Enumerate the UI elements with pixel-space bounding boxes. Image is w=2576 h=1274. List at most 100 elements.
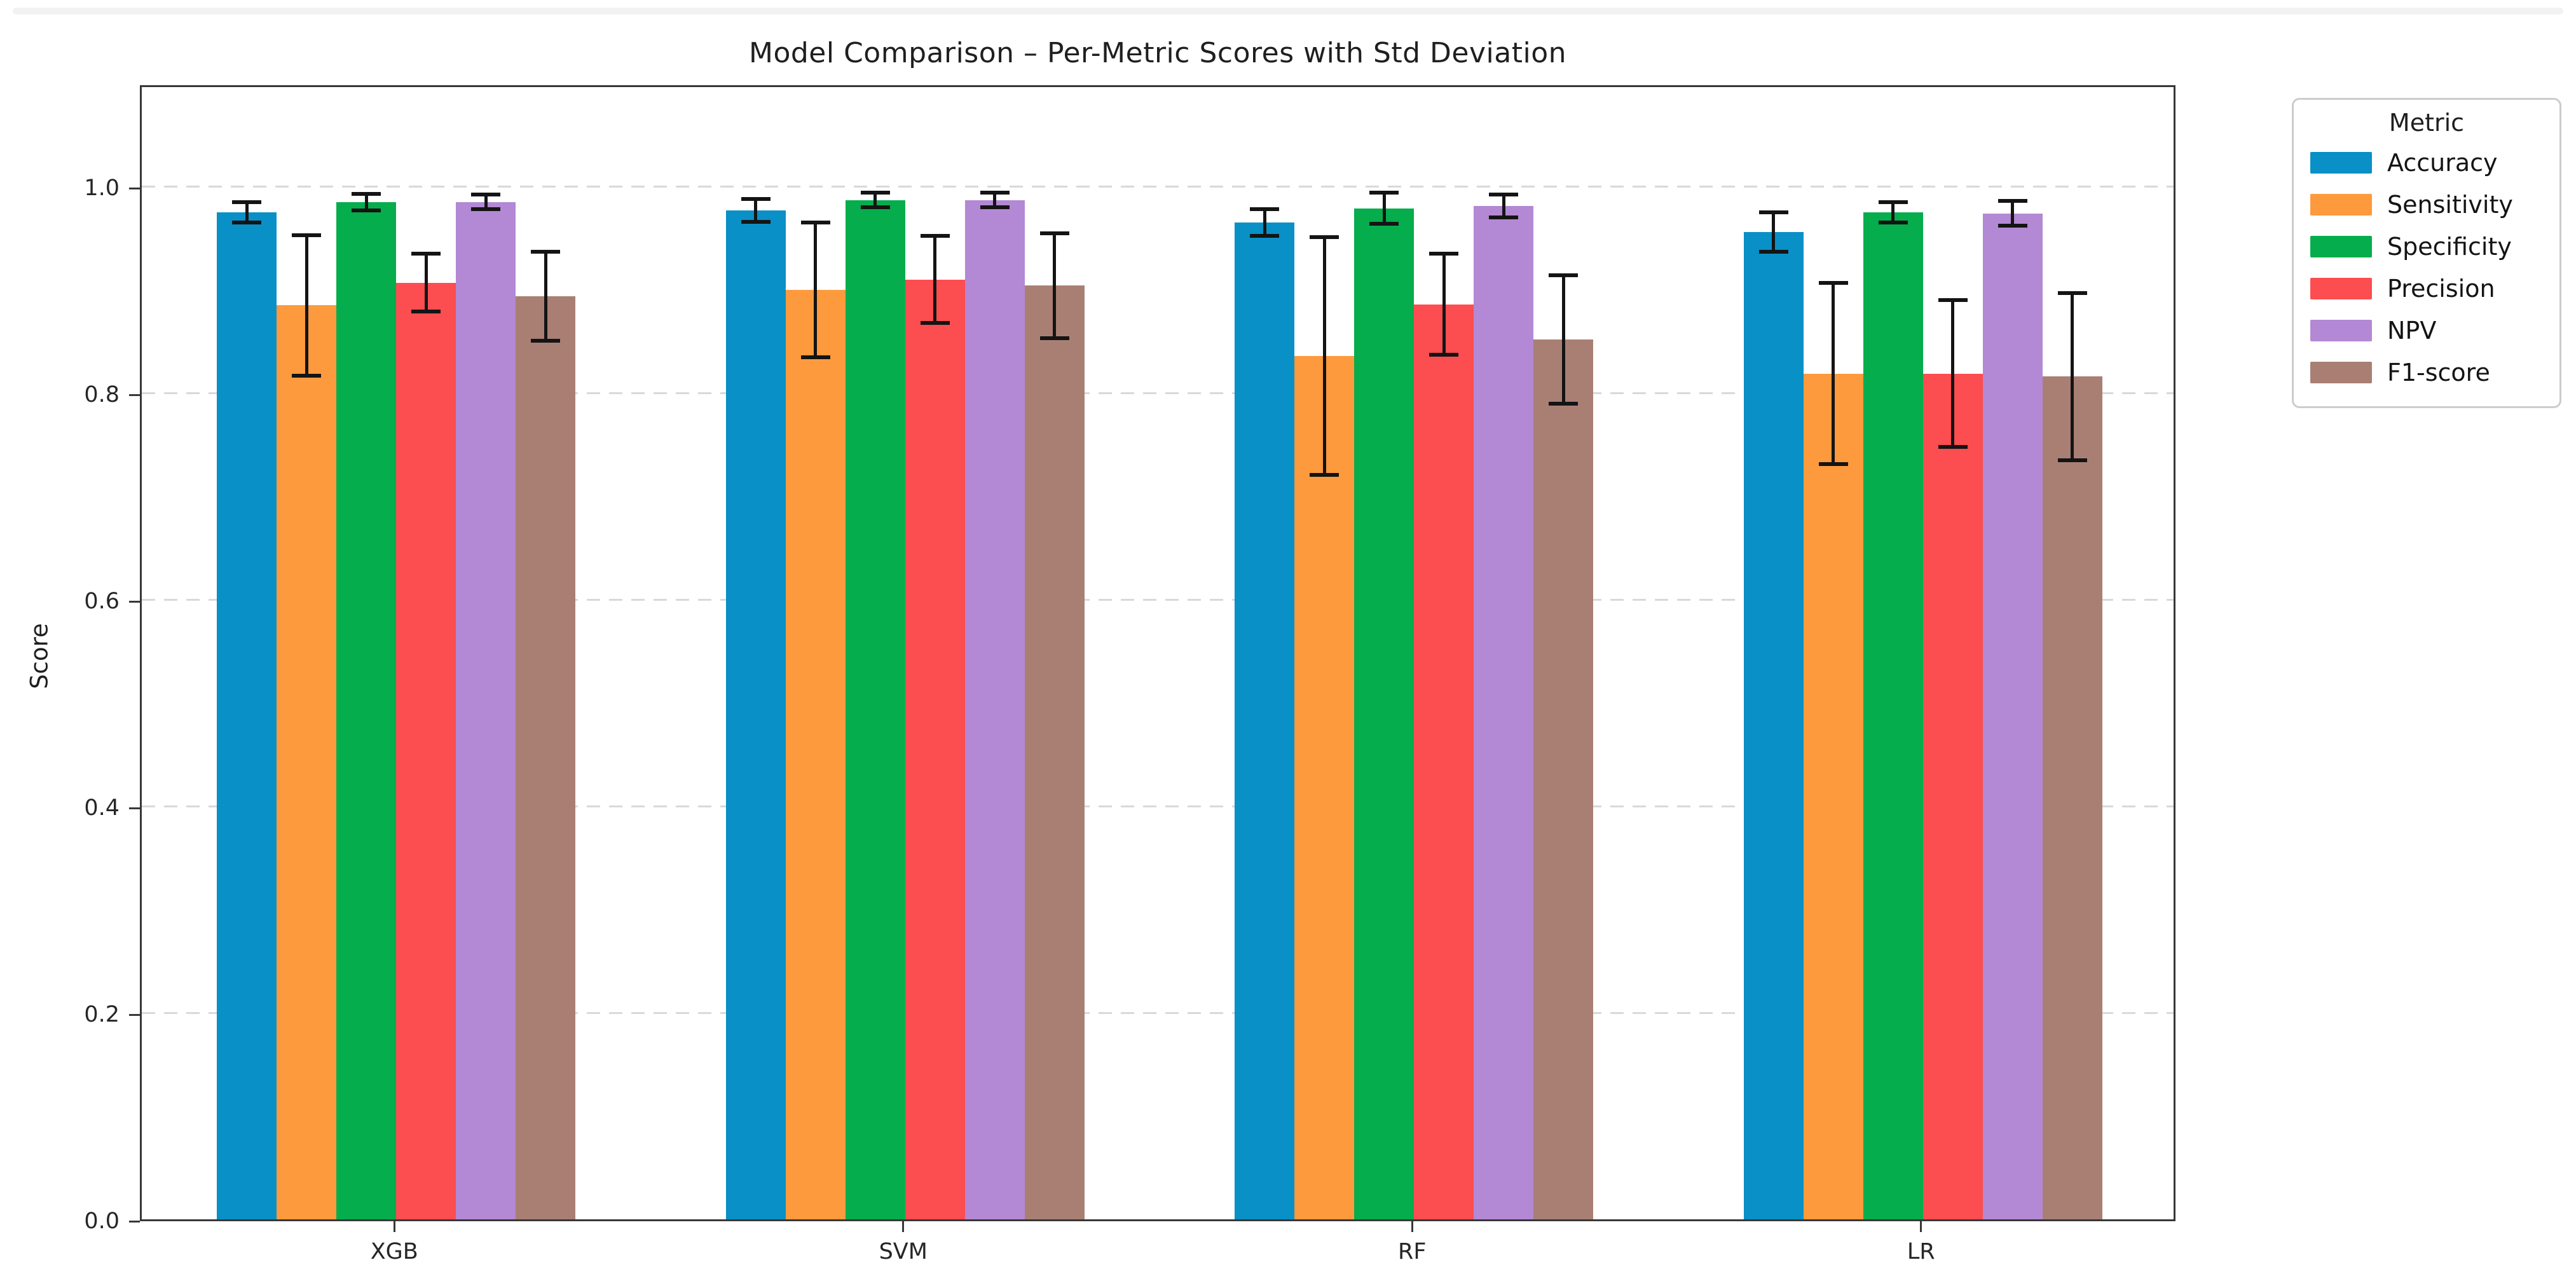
y-tick-mark: [129, 807, 140, 809]
x-tick-label-xgb: XGB: [370, 1239, 418, 1264]
error-bar: [1382, 193, 1386, 224]
error-bar-cap-bottom: [1549, 401, 1579, 406]
legend-swatch-specificity: [2310, 236, 2372, 257]
error-bar-cap-top: [1369, 191, 1399, 195]
error-bar-cap-top: [1250, 207, 1280, 212]
error-bar-cap-bottom: [531, 338, 561, 343]
error-bar-cap-top: [1938, 298, 1968, 303]
legend-title: Metric: [2388, 109, 2465, 137]
bar-lr-specificity: [1863, 212, 1923, 1219]
x-tick-label-rf: RF: [1398, 1239, 1427, 1264]
x-tick-label-lr: LR: [1907, 1239, 1935, 1264]
error-bar-cap-top: [1549, 273, 1579, 278]
error-bar-cap-bottom: [980, 205, 1010, 209]
error-bar-cap-top: [1039, 231, 1069, 235]
error-bar-cap-top: [471, 193, 501, 197]
bar-xgb-sensitivity: [277, 305, 337, 1219]
error-bar-cap-bottom: [920, 320, 950, 325]
y-tick-label: 1.0: [84, 175, 120, 202]
bar-rf-f1-score: [1533, 339, 1594, 1219]
error-bar-cap-top: [1878, 200, 1908, 204]
y-tick-label: 0.4: [84, 795, 120, 821]
error-bar-cap-bottom: [232, 221, 262, 225]
y-tick-label: 0.6: [84, 589, 120, 615]
legend: Metric Accuracy Sensitivity Specificity Pre…: [2292, 98, 2561, 408]
error-bar-cap-bottom: [1818, 462, 1848, 467]
y-tick-mark: [129, 1220, 140, 1223]
error-bar: [1442, 254, 1446, 355]
error-bar-cap-bottom: [1997, 224, 2027, 228]
error-bar: [1772, 212, 1776, 252]
error-bar-cap-top: [800, 221, 830, 225]
legend-item-label: F1-score: [2387, 359, 2490, 387]
bar-svm-accuracy: [725, 210, 786, 1219]
error-bar: [2071, 292, 2074, 460]
error-bar: [2011, 201, 2015, 226]
error-bar-cap-bottom: [741, 219, 771, 224]
gridline-1: [142, 185, 2174, 188]
error-bar: [245, 202, 249, 223]
x-tick-mark: [1920, 1221, 1922, 1232]
y-tick-mark: [129, 1013, 140, 1016]
bar-lr-sensitivity: [1803, 373, 1863, 1219]
error-bar-cap-top: [1758, 210, 1788, 215]
error-bar-cap-bottom: [292, 373, 322, 378]
error-bar: [305, 235, 308, 376]
error-bar-cap-bottom: [1369, 221, 1399, 226]
error-bar-cap-bottom: [1429, 353, 1459, 357]
gridline-0.4: [142, 805, 2174, 807]
bar-lr-npv: [1982, 213, 2043, 1219]
legend-item-specificity: Specificity: [2310, 226, 2543, 268]
bar-rf-precision: [1414, 304, 1474, 1219]
legend-item-f1-score: F1-score: [2310, 352, 2543, 394]
legend-items: Accuracy Sensitivity Specificity Precision N…: [2310, 142, 2543, 394]
y-tick-label: 0.8: [84, 382, 120, 408]
error-bar-cap-bottom: [352, 208, 381, 212]
error-bar: [364, 193, 368, 210]
y-tick-mark: [129, 394, 140, 396]
bar-rf-sensitivity: [1294, 355, 1355, 1219]
error-bar-cap-top: [1310, 235, 1339, 240]
error-bar-cap-bottom: [411, 310, 441, 314]
error-bar: [1322, 237, 1326, 475]
error-bar-cap-bottom: [800, 355, 830, 359]
error-bar-cap-top: [411, 252, 441, 256]
error-bar: [933, 236, 937, 323]
gridline-0.2: [142, 1011, 2174, 1014]
y-tick-label: 0.0: [84, 1209, 120, 1234]
error-bar-cap-top: [1818, 280, 1848, 285]
x-tick-mark: [1411, 1221, 1413, 1232]
error-bar-cap-top: [920, 234, 950, 238]
error-bar: [754, 198, 758, 222]
legend-swatch-f1-score: [2310, 362, 2372, 383]
top-scrollbar-strip: [13, 8, 2563, 15]
error-bar-cap-bottom: [1039, 336, 1069, 341]
error-bar: [544, 251, 547, 341]
y-tick-mark: [129, 187, 140, 189]
error-bar: [993, 193, 997, 207]
legend-item-precision: Precision: [2310, 268, 2543, 310]
legend-swatch-sensitivity: [2310, 194, 2372, 216]
error-bar: [424, 254, 428, 312]
error-bar: [814, 223, 818, 357]
error-bar-cap-top: [860, 191, 890, 195]
bar-rf-npv: [1474, 206, 1534, 1219]
error-bar-cap-top: [1429, 252, 1459, 256]
bar-xgb-accuracy: [217, 212, 277, 1219]
error-bar-cap-top: [232, 200, 262, 204]
plot-area: [140, 85, 2175, 1221]
error-bar-cap-bottom: [860, 205, 890, 209]
gridline-0.8: [142, 392, 2174, 394]
bar-rf-specificity: [1354, 208, 1415, 1219]
bar-svm-sensitivity: [785, 289, 846, 1219]
error-bar: [1832, 282, 1835, 465]
error-bar: [874, 193, 877, 207]
error-bar-cap-top: [531, 249, 561, 254]
legend-item-label: NPV: [2387, 317, 2437, 345]
bar-xgb-precision: [396, 282, 456, 1219]
bar-svm-f1-score: [1024, 285, 1085, 1219]
legend-item-label: Specificity: [2387, 233, 2512, 261]
bar-rf-accuracy: [1235, 223, 1295, 1219]
legend-item-accuracy: Accuracy: [2310, 142, 2543, 184]
error-bar: [484, 195, 488, 210]
